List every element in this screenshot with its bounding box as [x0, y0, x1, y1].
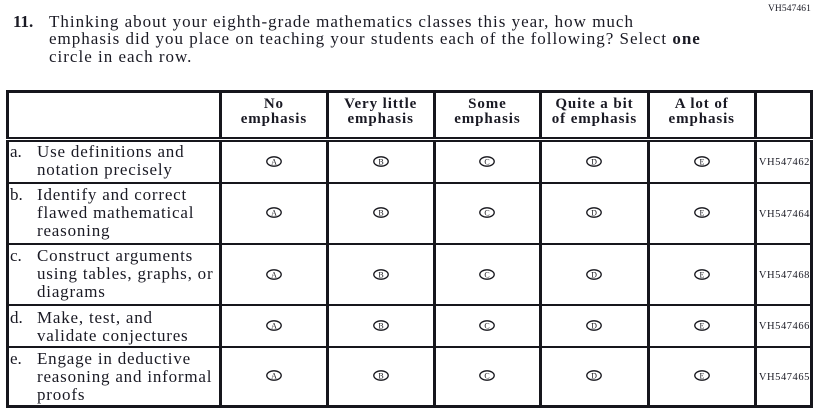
svg-text:B: B: [378, 372, 383, 381]
svg-text:B: B: [378, 270, 383, 279]
svg-text:A: A: [271, 209, 277, 218]
svg-text:D: D: [592, 372, 598, 381]
svg-text:E: E: [699, 321, 704, 330]
svg-text:D: D: [592, 209, 598, 218]
svg-text:A: A: [271, 270, 277, 279]
svg-text:C: C: [485, 270, 490, 279]
svg-text:D: D: [592, 270, 598, 279]
svg-text:C: C: [485, 321, 490, 330]
svg-text:C: C: [485, 209, 490, 218]
svg-text:C: C: [485, 372, 490, 381]
svg-text:A: A: [271, 372, 277, 381]
svg-text:A: A: [271, 321, 277, 330]
svg-text:E: E: [699, 157, 704, 166]
svg-text:E: E: [699, 372, 704, 381]
svg-text:A: A: [271, 157, 277, 166]
svg-text:B: B: [378, 209, 383, 218]
svg-text:D: D: [592, 157, 598, 166]
svg-text:C: C: [485, 157, 490, 166]
svg-text:E: E: [699, 270, 704, 279]
svg-text:D: D: [592, 321, 598, 330]
svg-text:B: B: [378, 157, 383, 166]
svg-text:B: B: [378, 321, 383, 330]
svg-text:E: E: [699, 209, 704, 218]
